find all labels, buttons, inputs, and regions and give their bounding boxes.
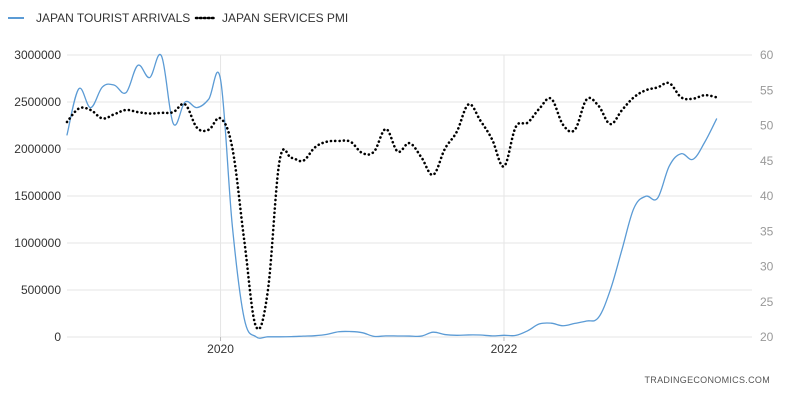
legend-label-tourist-arrivals: JAPAN TOURIST ARRIVALS	[36, 11, 190, 25]
y-right-tick-label: 40	[760, 189, 774, 203]
y-right-tick-label: 55	[760, 83, 774, 97]
legend-item-tourist-arrivals[interactable]: JAPAN TOURIST ARRIVALS	[8, 11, 190, 25]
x-tick-label: 2020	[207, 342, 234, 356]
y-left-tick-label: 1000000	[14, 236, 61, 250]
y-left-tick-label: 2500000	[14, 95, 61, 109]
grid	[67, 54, 752, 338]
y-left-tick-label: 0	[54, 330, 61, 344]
series-line-services-pmi	[65, 81, 718, 331]
legend: JAPAN TOURIST ARRIVALS JAPAN SERVICES PM…	[8, 11, 348, 25]
source-credit: TRADINGECONOMICS.COM	[644, 375, 770, 385]
y-right-tick-label: 35	[760, 224, 774, 238]
y-left-tick-label: 2000000	[14, 142, 61, 156]
y-right-tick-label: 30	[760, 260, 774, 274]
legend-label-services-pmi: JAPAN SERVICES PMI	[222, 11, 348, 25]
x-axis: 2020 2022	[207, 337, 518, 356]
series-layer	[65, 53, 718, 339]
y-left-tick-label: 3000000	[14, 48, 61, 62]
y-axis-right: 20 25 30 35 40 45 50 55 60	[760, 48, 774, 344]
y-left-tick-label: 1500000	[14, 189, 61, 203]
y-right-tick-label: 45	[760, 154, 774, 168]
y-right-tick-label: 25	[760, 295, 774, 309]
series-line-tourist-arrivals	[66, 53, 718, 339]
legend-item-services-pmi[interactable]: JAPAN SERVICES PMI	[194, 11, 348, 25]
y-right-tick-label: 60	[760, 48, 774, 62]
y-axis-left: 0 500000 1000000 1500000 2000000 2500000 30000…	[14, 48, 61, 344]
y-right-tick-label: 20	[760, 330, 774, 344]
y-left-tick-label: 500000	[21, 283, 61, 297]
x-tick-label: 2022	[491, 342, 518, 356]
y-right-tick-label: 50	[760, 119, 774, 133]
